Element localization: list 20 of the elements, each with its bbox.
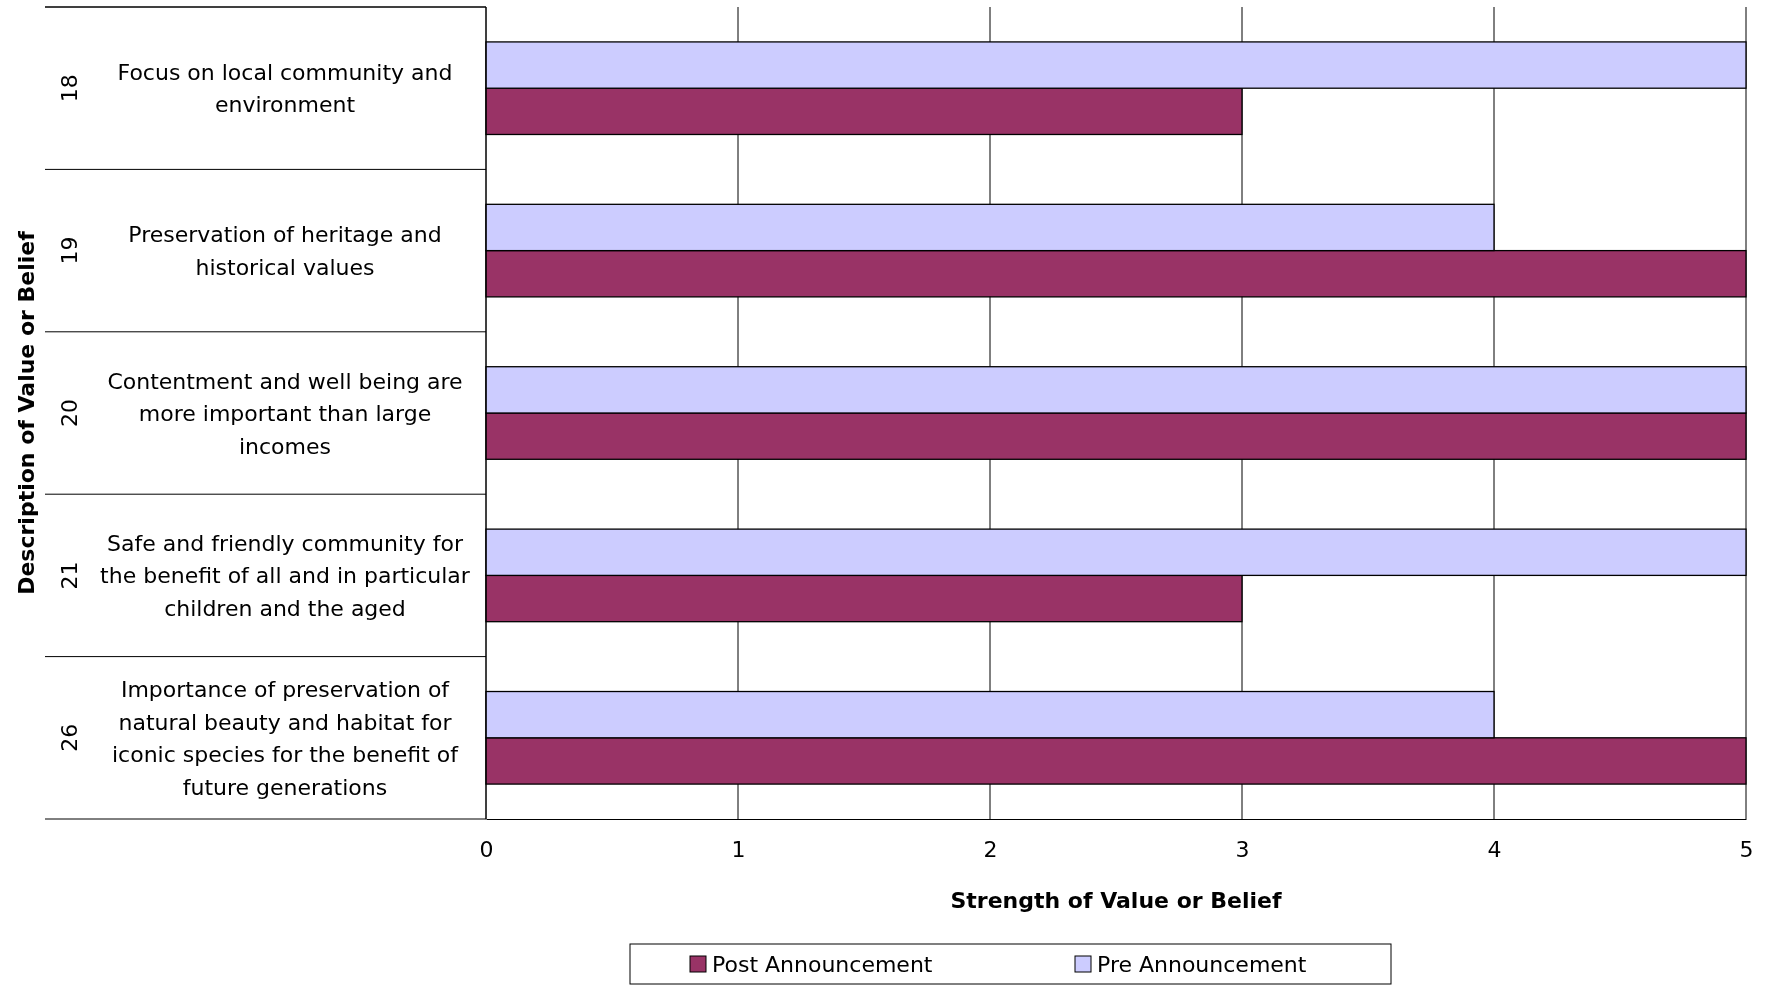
x-tick-label: 4 xyxy=(1487,836,1502,862)
x-tick-label: 1 xyxy=(731,836,746,862)
legend-label: Pre Announcement xyxy=(1097,952,1307,977)
y-axis-title: Description of Value or Belief xyxy=(14,230,39,595)
y-tick-label: Importance of preservation of natural beauty and habitat for iconic species for the benefit of future generations xyxy=(112,677,460,800)
x-tick-label: 0 xyxy=(479,836,494,862)
y-tick-label: Contentment and well being are more important than large incomes xyxy=(107,368,463,459)
y-tick-label: Preservation of heritage and historical values xyxy=(128,222,442,280)
text: 18 xyxy=(57,74,82,103)
x-tick-label: 5 xyxy=(1739,836,1754,862)
text: 26 xyxy=(57,723,82,752)
x-tick-label: 3 xyxy=(1235,836,1250,862)
x-axis-title: Strength of Value or Belief xyxy=(950,888,1282,913)
legend-label: Post Announcement xyxy=(712,952,933,977)
text: 19 xyxy=(57,236,82,265)
text: 20 xyxy=(57,399,82,427)
y-tick-label: Focus on local community and environment xyxy=(117,59,453,118)
text: 21 xyxy=(57,561,82,590)
x-tick-label: 2 xyxy=(983,836,998,862)
y-tick-label: Safe and friendly community for the benefit of all and in particular children and the aged xyxy=(100,530,471,621)
